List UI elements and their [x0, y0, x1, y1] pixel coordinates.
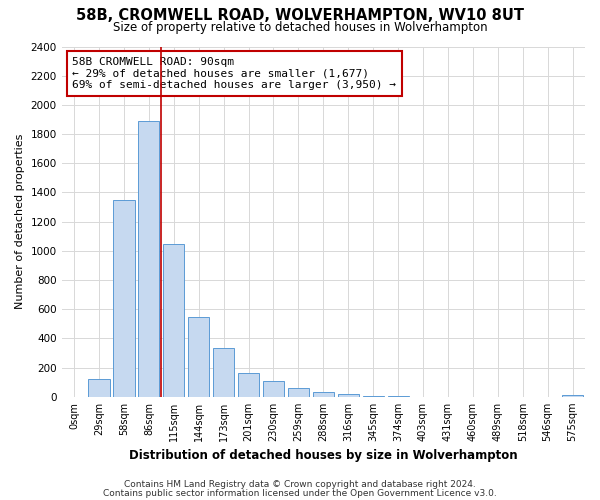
Bar — [313, 392, 334, 397]
Bar — [163, 244, 184, 397]
Bar — [138, 121, 160, 397]
Bar — [338, 394, 359, 397]
Text: Contains public sector information licensed under the Open Government Licence v3: Contains public sector information licen… — [103, 488, 497, 498]
X-axis label: Distribution of detached houses by size in Wolverhampton: Distribution of detached houses by size … — [129, 450, 518, 462]
Bar — [188, 316, 209, 397]
Bar — [362, 396, 384, 397]
Bar — [88, 378, 110, 397]
Bar — [263, 382, 284, 397]
Text: Contains HM Land Registry data © Crown copyright and database right 2024.: Contains HM Land Registry data © Crown c… — [124, 480, 476, 489]
Text: 58B, CROMWELL ROAD, WOLVERHAMPTON, WV10 8UT: 58B, CROMWELL ROAD, WOLVERHAMPTON, WV10 … — [76, 8, 524, 22]
Bar — [288, 388, 309, 397]
Text: Size of property relative to detached houses in Wolverhampton: Size of property relative to detached ho… — [113, 21, 487, 34]
Text: 58B CROMWELL ROAD: 90sqm
← 29% of detached houses are smaller (1,677)
69% of sem: 58B CROMWELL ROAD: 90sqm ← 29% of detach… — [72, 57, 396, 90]
Y-axis label: Number of detached properties: Number of detached properties — [15, 134, 25, 310]
Bar — [213, 348, 234, 397]
Bar — [238, 374, 259, 397]
Bar — [562, 394, 583, 397]
Bar — [113, 200, 134, 397]
